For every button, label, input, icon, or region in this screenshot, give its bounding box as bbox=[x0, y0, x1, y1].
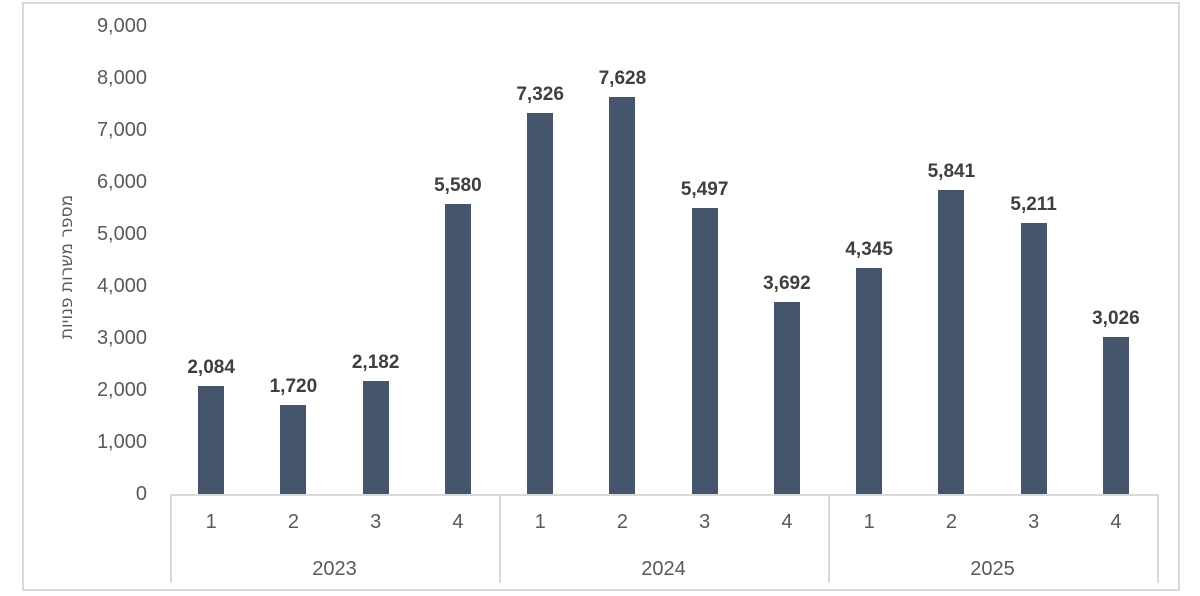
category-separator-2 bbox=[828, 494, 830, 583]
bar-2024-q4 bbox=[773, 302, 800, 494]
bar-2023-q4 bbox=[444, 203, 471, 494]
x-tick-2025-q3: 3 bbox=[1028, 511, 1040, 533]
data-label-2024-q2: 7,628 bbox=[598, 68, 647, 90]
bar-2023-q3 bbox=[362, 380, 389, 494]
category-separator-3 bbox=[1157, 494, 1159, 583]
y-tick-5000: 5,000 bbox=[96, 223, 147, 245]
x-tick-2023-q1: 1 bbox=[205, 511, 217, 533]
x-axis-line bbox=[170, 494, 1157, 496]
data-label-2025-q1: 4,345 bbox=[845, 239, 893, 261]
bar-2025-q1 bbox=[856, 268, 883, 494]
x-tick-2024-q2: 2 bbox=[616, 511, 628, 533]
category-separator-0 bbox=[170, 494, 172, 583]
x-tick-2025-q1: 1 bbox=[863, 511, 875, 533]
bar-2025-q4 bbox=[1102, 336, 1129, 494]
x-tick-2023-q4: 4 bbox=[452, 511, 464, 533]
chart-frame: מספר משרות פנויות 0 1,000 2,000 3,000 4,000 5… bbox=[22, 2, 1180, 591]
y-tick-7000: 7,000 bbox=[96, 119, 147, 141]
data-label-2023-q2: 1,720 bbox=[269, 375, 318, 397]
bar-2024-q2 bbox=[609, 97, 636, 494]
y-tick-9000: 9,000 bbox=[96, 15, 147, 37]
y-tick-0: 0 bbox=[135, 483, 147, 505]
y-tick-6000: 6,000 bbox=[96, 171, 147, 193]
y-tick-1000: 1,000 bbox=[96, 431, 147, 453]
data-label-2025-q3: 5,211 bbox=[1010, 194, 1057, 216]
bar-2025-q3 bbox=[1020, 223, 1047, 494]
bar-2024-q1 bbox=[527, 113, 554, 494]
bar-2023-q2 bbox=[280, 404, 307, 494]
data-label-2023-q4: 5,580 bbox=[434, 174, 482, 196]
bar-2025-q2 bbox=[938, 190, 965, 494]
data-label-2024-q1: 7,326 bbox=[516, 84, 564, 106]
y-tick-8000: 8,000 bbox=[96, 67, 147, 89]
bar-2023-q1 bbox=[198, 385, 225, 494]
x-tick-2023-q2: 2 bbox=[287, 511, 299, 533]
x-tick-2024-q1: 1 bbox=[534, 511, 546, 533]
category-separator-1 bbox=[499, 494, 501, 583]
y-tick-4000: 4,000 bbox=[96, 275, 147, 297]
data-label-2023-q3: 2,182 bbox=[351, 351, 400, 373]
year-label-2025: 2025 bbox=[970, 558, 1015, 580]
data-label-2024-q3: 5,497 bbox=[680, 179, 729, 201]
x-tick-2024-q4: 4 bbox=[781, 511, 793, 533]
year-label-2023: 2023 bbox=[312, 558, 357, 580]
y-tick-2000: 2,000 bbox=[96, 379, 147, 401]
year-label-2024: 2024 bbox=[641, 558, 686, 580]
data-label-2025-q4: 3,026 bbox=[1092, 307, 1140, 329]
y-tick-3000: 3,000 bbox=[96, 327, 147, 349]
data-label-2024-q4: 3,692 bbox=[763, 273, 811, 295]
data-label-2025-q2: 5,841 bbox=[927, 161, 976, 183]
bar-2024-q3 bbox=[691, 208, 718, 494]
x-tick-2025-q2: 2 bbox=[945, 511, 957, 533]
x-tick-2023-q3: 3 bbox=[370, 511, 382, 533]
x-tick-2024-q3: 3 bbox=[699, 511, 711, 533]
data-label-2023-q1: 2,084 bbox=[187, 356, 235, 378]
x-tick-2025-q4: 4 bbox=[1110, 511, 1122, 533]
